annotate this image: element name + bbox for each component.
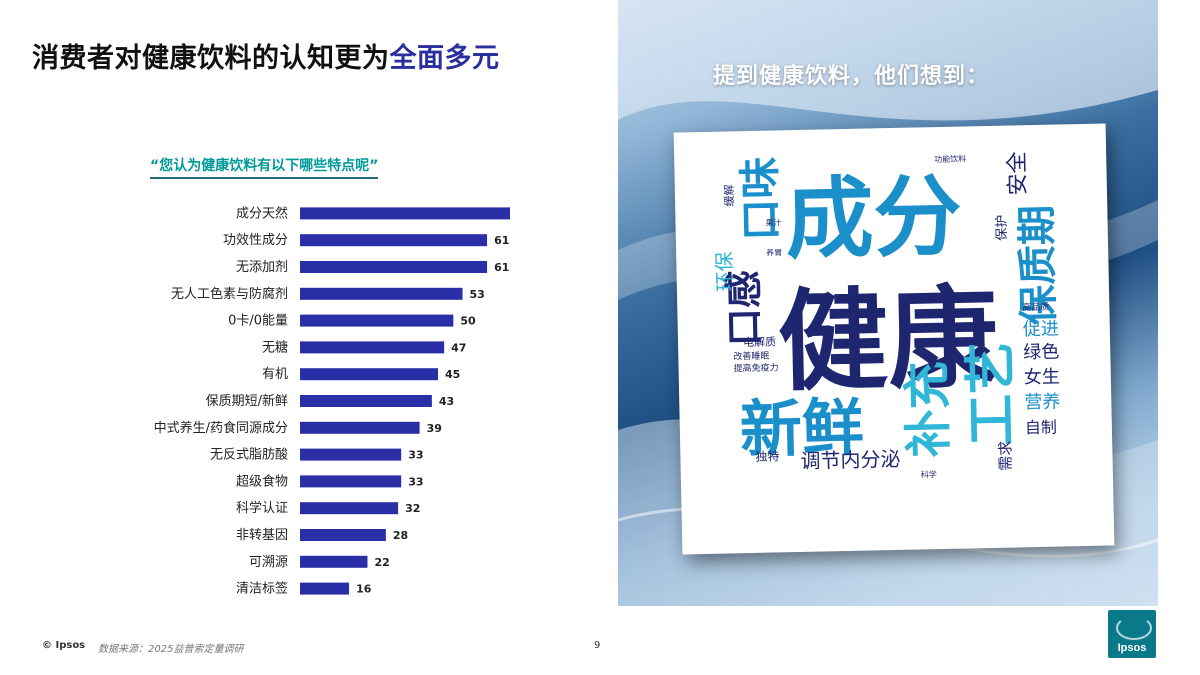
bar [300, 475, 402, 488]
category-label: 超级食物 [236, 473, 288, 489]
word-cloud-term: 成分 [784, 165, 962, 272]
word-cloud-term: 绿色 [1023, 342, 1059, 364]
value-label: 32 [405, 502, 420, 515]
bar [300, 395, 432, 407]
value-label: 47 [451, 341, 466, 354]
value-label: 53 [470, 288, 485, 301]
word-cloud-term: 安全 [1005, 151, 1031, 196]
word-cloud-term: 口味 [735, 156, 786, 241]
value-label: 50 [460, 315, 476, 328]
value-label: 61 [494, 261, 509, 274]
bar [300, 421, 420, 434]
word-cloud-term: 调节内分泌 [800, 447, 900, 473]
value-label: 33 [408, 475, 423, 488]
bar [300, 502, 399, 515]
bar [300, 582, 350, 595]
footer-source: 数据来源：2025益普索定量调研 [98, 644, 244, 655]
word-cloud-card: 成分 健康 新鲜 口味保质期口感工艺 补充 调节内分泌 安全环保营养 女生 绿色 促进自制 需求 独特… [673, 123, 1115, 555]
word-cloud-term: 需求 [996, 440, 1015, 470]
title-main: 消费者对健康饮料的认知更为 [32, 43, 390, 74]
value-label: 39 [427, 422, 442, 435]
category-label: 保质期短/新鲜 [206, 393, 288, 409]
bar [300, 368, 438, 381]
value-label: 22 [374, 556, 389, 569]
category-label: 无糖 [262, 339, 288, 355]
category-label: 0卡/0能量 [228, 314, 288, 329]
word-cloud-term: 环保 [712, 251, 737, 291]
word-cloud-term: 养胃 [766, 247, 782, 257]
word-cloud-term: 果汁 [765, 217, 781, 227]
category-label: 无人工色素与防腐剂 [171, 286, 288, 302]
word-cloud-term: 高品质 [1022, 301, 1049, 314]
word-cloud-term: 自制 [1025, 418, 1057, 438]
category-label: 功效性成分 [223, 233, 288, 248]
page-number: 9 [594, 640, 601, 651]
bar-chart: 成分天然69功效性成分61无添加剂61无人工色素与防腐剂530卡/0能量50无糖… [154, 205, 510, 597]
ipsos-logo: Ipsos [1108, 610, 1156, 658]
word-cloud-term: 提高免疫力 [733, 361, 778, 374]
panel-title: 提到健康饮料，他们想到： [713, 64, 990, 89]
bar [300, 261, 488, 273]
word-cloud-term: 保质期 [1014, 204, 1063, 325]
category-label: 科学认证 [236, 500, 288, 516]
image-panel: 提到健康饮料，他们想到： 成分 健康 新鲜 口味保质期口感工艺 补充 调节内分泌 安全环保营… [618, 0, 1158, 606]
category-label: 无添加剂 [236, 260, 288, 275]
category-label: 成分天然 [236, 205, 288, 221]
word-cloud-term: 科学 [921, 469, 937, 479]
bar [300, 287, 463, 300]
word-cloud-term: 营养 [1024, 392, 1060, 414]
word-cloud-term: 工艺 [961, 341, 1023, 446]
word-cloud-term: 健康 [777, 274, 1000, 407]
bar [300, 234, 488, 247]
bar [300, 314, 454, 327]
word-cloud-term: 保护 [994, 215, 1010, 241]
word-cloud-term: 口感 [722, 270, 768, 347]
word-cloud-term: 缓解 [722, 184, 736, 206]
value-label: 43 [439, 395, 454, 408]
category-label: 非转基因 [236, 528, 288, 543]
value-label: 61 [494, 234, 509, 247]
chart-question: “您认为健康饮料有以下哪些特点呢” [150, 155, 379, 179]
word-cloud-term: 促进 [1023, 319, 1059, 341]
title-highlight: 全面多元 [389, 43, 500, 74]
category-label: 可溯源 [249, 554, 288, 570]
category-label: 中式养生/药食同源成分 [154, 420, 288, 436]
category-label: 有机 [262, 367, 288, 382]
value-label: 33 [408, 449, 423, 462]
value-label: 45 [445, 368, 460, 381]
word-cloud-term: 改善睡眠 [733, 350, 769, 363]
bar [300, 448, 402, 461]
value-label: 28 [393, 529, 408, 542]
word-cloud-term: 独特 [755, 448, 779, 463]
category-label: 无反式脂肪酸 [210, 447, 288, 463]
word-cloud-term: 功能饮料 [934, 153, 966, 164]
bar [300, 555, 368, 568]
bar [300, 207, 510, 220]
word-cloud-term: 补充 [899, 361, 957, 458]
value-label: 16 [356, 583, 372, 596]
word-cloud-term: 新鲜 [739, 391, 865, 467]
word-cloud-term: 女生 [1024, 367, 1060, 389]
category-label: 清洁标签 [236, 581, 288, 597]
footer-copyright: © Ipsos [42, 640, 86, 651]
bar [300, 529, 386, 541]
word-cloud-term: 电解质 [743, 334, 776, 349]
bar [300, 341, 445, 354]
page-title: 消费者对健康饮料的认知更为全面多元 [32, 36, 500, 75]
